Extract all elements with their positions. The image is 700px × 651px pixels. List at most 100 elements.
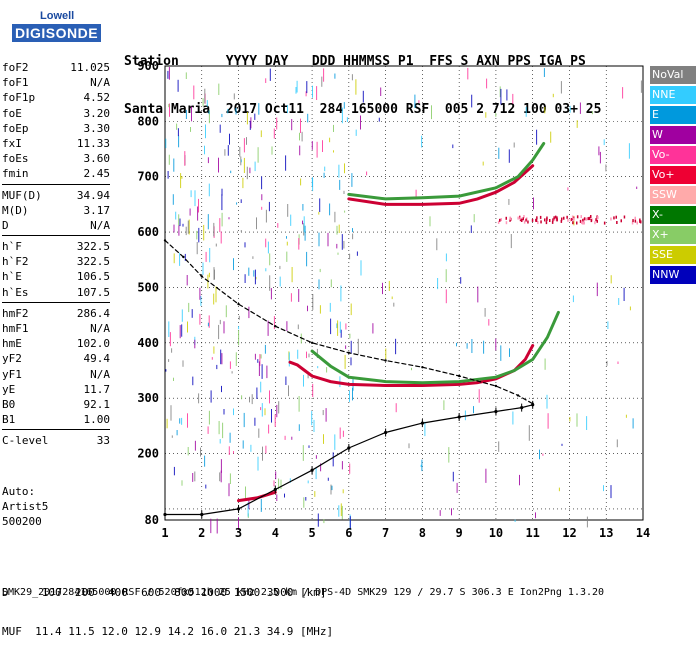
echo-speck [315, 455, 317, 459]
echo-speck [213, 346, 215, 354]
echo-speck [260, 499, 262, 512]
echo-speck [456, 342, 457, 347]
echo-speck [336, 243, 338, 249]
param-row: foEp 3.30 [2, 121, 110, 136]
point-O-trace-multi [494, 191, 498, 194]
echo-speck [334, 434, 336, 450]
echo-speck [338, 505, 340, 517]
echo-speck [169, 103, 170, 117]
echo-speck [388, 280, 390, 291]
param-row: foE 3.20 [2, 106, 110, 121]
echo-speck [308, 445, 310, 448]
echo-speck [319, 305, 321, 314]
echo-speck [200, 447, 201, 457]
point-O-trace [303, 369, 306, 372]
echo-speck [233, 451, 234, 454]
echo-speck [188, 302, 190, 313]
echo-speck [380, 87, 382, 96]
y-tick-label: 500 [137, 280, 159, 294]
echo-speck [262, 446, 263, 461]
echo-speck [590, 219, 593, 223]
echo-speck [260, 130, 262, 138]
echo-speck [466, 343, 468, 349]
param-key: C-level [2, 434, 49, 448]
echo-speck [533, 197, 534, 210]
autoscaling-info: Auto: Artist5 500200 [2, 484, 48, 529]
echo-speck [227, 145, 229, 156]
param-row: h`E 106.5 [2, 269, 110, 284]
echo-speck [337, 320, 339, 336]
echo-speck [393, 302, 395, 307]
echo-speck [343, 240, 345, 249]
legend-item-sse: SSE [650, 246, 696, 264]
echo-speck [636, 186, 638, 189]
param-row: yF1 N/A [2, 367, 110, 382]
echo-speck [166, 418, 168, 429]
echo-speck [261, 403, 263, 417]
echo-speck [304, 225, 306, 241]
echo-speck [218, 324, 220, 340]
echo-speck [227, 108, 229, 114]
echo-speck [522, 217, 524, 221]
echo-speck [323, 172, 325, 178]
echo-speck [254, 417, 256, 426]
param-value: 11.7 [83, 382, 111, 396]
echo-speck [165, 369, 167, 372]
point-O-trace-multi [421, 203, 424, 206]
echo-speck [250, 444, 252, 452]
param-key: h`F [2, 240, 22, 254]
echo-speck [229, 133, 230, 145]
echo-speck [464, 410, 466, 421]
echo-speck [531, 218, 534, 222]
echo-speck [523, 215, 525, 218]
echo-speck [204, 88, 206, 104]
echo-speck [308, 353, 310, 358]
echo-speck [267, 320, 269, 336]
echo-speck [261, 206, 263, 210]
echo-speck [636, 221, 638, 225]
echo-speck [178, 135, 180, 148]
digisonde-logo: Lowell DIGISONDE [6, 8, 116, 44]
echo-speck [497, 220, 500, 224]
echo-speck [191, 309, 193, 318]
param-value: 34.94 [76, 188, 110, 202]
param-value: N/A [90, 218, 110, 232]
series-O-trace-multi [347, 164, 535, 206]
echo-speck [445, 289, 447, 304]
echo-speck [505, 216, 507, 220]
point-topside-model [347, 351, 350, 354]
echo-speck [173, 253, 175, 264]
echo-speck [318, 211, 320, 215]
echo-speck [343, 190, 345, 194]
echo-speck [171, 348, 173, 353]
param-key: foF1p [2, 91, 36, 105]
echo-speck [349, 463, 351, 474]
echo-speck [173, 158, 175, 172]
echo-speck [303, 374, 304, 387]
echo-speck [210, 390, 212, 403]
x-tick-label: 14 [636, 526, 650, 540]
point-O-trace [384, 384, 387, 387]
echo-speck [514, 519, 516, 522]
echo-speck [209, 248, 211, 263]
y-tick-label: 700 [137, 170, 159, 184]
echo-speck [276, 404, 278, 418]
echo-speck [269, 275, 271, 291]
echo-speck [278, 401, 280, 414]
echo-speck [344, 163, 345, 174]
echo-speck [296, 80, 298, 93]
echo-speck [286, 241, 288, 246]
echo-speck [273, 316, 275, 330]
y-tick-label: 400 [137, 336, 159, 350]
param-row: D N/A [2, 218, 110, 233]
echo-speck [289, 478, 291, 483]
echo-speck [341, 461, 343, 470]
echo-speck [483, 340, 485, 354]
echo-speck [360, 260, 362, 276]
echo-speck [249, 120, 251, 130]
echo-speck [563, 216, 565, 220]
echo-speck [218, 83, 220, 95]
echo-speck [271, 146, 273, 155]
echo-speck [519, 216, 521, 220]
echo-speck [539, 449, 540, 460]
